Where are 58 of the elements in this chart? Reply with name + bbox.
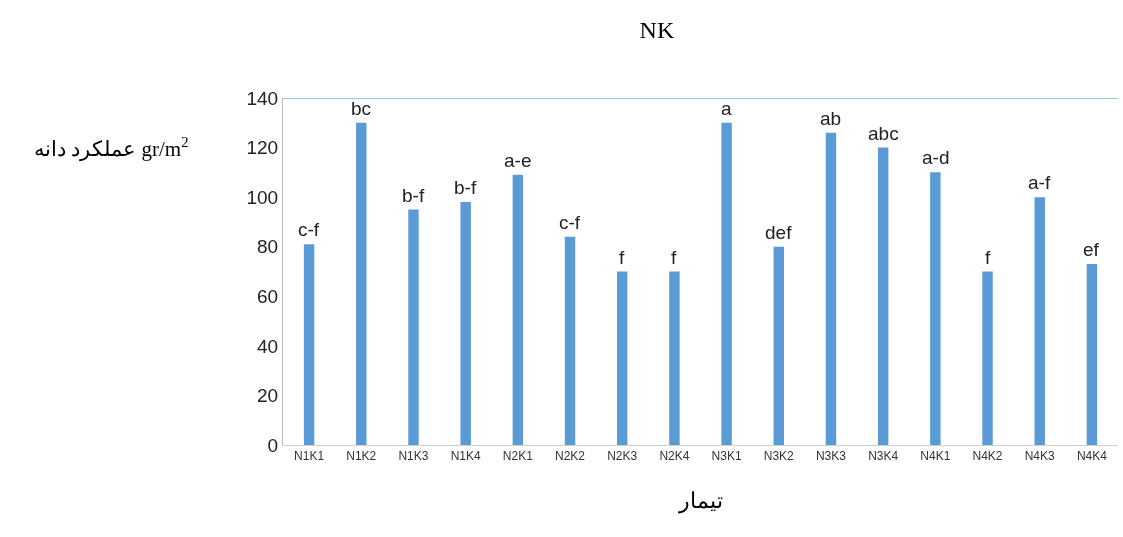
bar [617, 271, 628, 445]
y-tick-label: 120 [246, 137, 279, 159]
y-tick-label: 60 [257, 285, 279, 307]
y-tick-label: 40 [257, 335, 279, 357]
bar [877, 147, 889, 445]
bar [825, 132, 837, 445]
x-tick-label: N4K1 [920, 449, 951, 464]
bar [1034, 197, 1045, 445]
bar [669, 271, 680, 445]
chart-title: NK [639, 17, 675, 44]
x-axis-title: تیمار [677, 488, 723, 515]
x-tick-label: N2K4 [659, 449, 690, 464]
x-tick-label: N2K1 [502, 449, 534, 464]
annotation: b-f [454, 177, 477, 198]
annotation: a-d [922, 147, 950, 168]
bar [773, 246, 784, 445]
y-tick-label: 140 [246, 87, 279, 109]
x-tick-label: N4K2 [972, 449, 1003, 464]
annotation: ab [820, 108, 842, 129]
bar [303, 244, 315, 445]
annotation: a [721, 98, 732, 119]
x-tick-label: N3K1 [711, 449, 742, 464]
x-tick-label: N1K3 [398, 449, 429, 464]
y-tick-label: 80 [257, 236, 279, 258]
annotation: bc [351, 98, 372, 119]
annotation: abc [868, 123, 899, 144]
x-tick-label: N4K3 [1024, 449, 1056, 464]
annotation: a-e [504, 150, 532, 171]
annotation: def [765, 222, 793, 243]
x-tick-label: N2K3 [607, 449, 638, 464]
bar [982, 271, 993, 445]
bar [356, 122, 367, 445]
bar [512, 174, 524, 445]
annotation: a-f [1028, 172, 1051, 193]
y-tick-label: 100 [246, 186, 279, 208]
bar [408, 209, 419, 445]
bar [460, 202, 471, 445]
annotation: ef [1083, 239, 1100, 260]
x-tick-label: N3K2 [763, 449, 795, 464]
bar [721, 122, 732, 445]
x-tick-label: N1K4 [450, 449, 481, 464]
x-tick-label: N1K2 [346, 449, 377, 464]
annotation: f [671, 247, 677, 268]
annotation: f [985, 247, 991, 268]
y-tick-label: 20 [257, 385, 279, 407]
annotation: c-f [298, 219, 320, 240]
x-tick-label: N3K4 [868, 449, 899, 464]
x-tick-label: N4K4 [1076, 449, 1108, 464]
bar [1086, 264, 1098, 445]
x-tick-label: N1K1 [294, 449, 325, 464]
bar [564, 236, 576, 445]
y-tick-label: 0 [267, 434, 279, 456]
annotation: b-f [402, 185, 425, 206]
x-tick-label: N3K3 [815, 449, 847, 464]
annotation: f [619, 247, 625, 268]
annotation: c-f [559, 212, 581, 233]
x-tick-label: N2K2 [555, 449, 586, 464]
bar [930, 172, 941, 445]
